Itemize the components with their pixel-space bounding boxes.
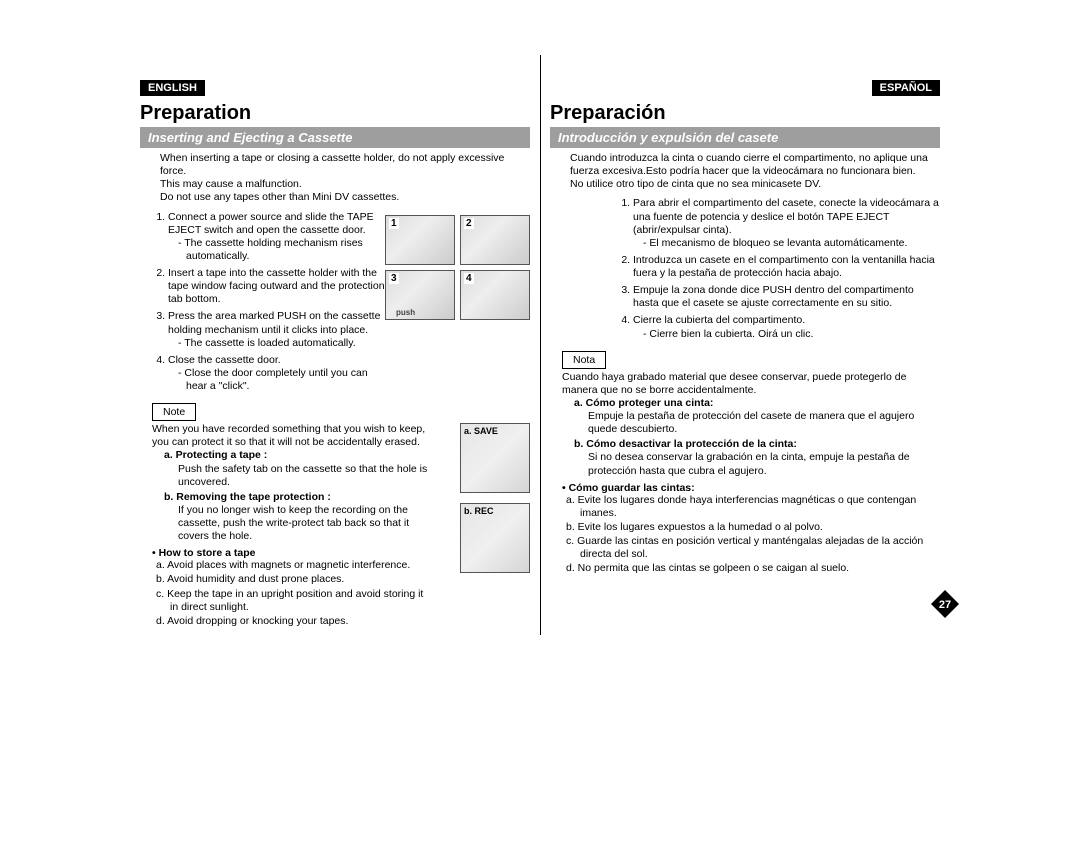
page-number-text: 27 (939, 599, 951, 611)
note-box-right: Nota (562, 351, 606, 369)
figure-1: 1 (385, 215, 455, 265)
intro-line: When inserting a tape or closing a casse… (160, 152, 530, 178)
figure-3: 3 push (385, 270, 455, 320)
figure-caption: b. REC (464, 506, 494, 516)
item-text: Push the safety tab on the cassette so t… (164, 463, 433, 489)
title-right: Preparación (550, 102, 940, 125)
section-bar-right: Introducción y expulsión del casete (550, 127, 940, 148)
item-text: Si no desea conservar la grabación en la… (574, 451, 940, 477)
step-text: Insert a tape into the cassette holder w… (168, 267, 385, 305)
list-item: a. Protecting a tape : Push the safety t… (164, 449, 433, 488)
store-item: d. No permita que las cintas se golpeen … (562, 562, 940, 575)
step-item: Insert a tape into the cassette holder w… (168, 267, 386, 306)
figure-label: 2 (464, 218, 474, 229)
note-intro-left: When you have recorded something that yo… (152, 423, 433, 449)
step-sub: - Cierre bien la cubierta. Oirá un clic. (641, 328, 940, 341)
figure-label: 1 (389, 218, 399, 229)
step-text: Press the area marked PUSH on the casset… (168, 310, 380, 335)
item-text: If you no longer wish to keep the record… (164, 504, 433, 543)
step-text: Introduzca un casete en el compartimento… (633, 254, 935, 279)
note-intro-right: Cuando haya grabado material que desee c… (562, 371, 940, 397)
list-item: b. Cómo desactivar la protección de la c… (574, 438, 940, 477)
store-item: a. Avoid places with magnets or magnetic… (152, 559, 433, 572)
step-sub: - The cassette holding mechanism rises a… (176, 237, 386, 263)
item-text: Empuje la pestaña de protección del case… (574, 410, 940, 436)
store-item: b. Evite los lugares expuestos a la hume… (562, 521, 940, 534)
step-item: Introduzca un casete en el compartimento… (633, 254, 940, 280)
store-item: c. Keep the tape in an upright position … (152, 588, 433, 614)
page-number-badge: 27 (930, 589, 960, 619)
step-text: Cierre la cubierta del compartimento. (633, 314, 805, 326)
item-label: a. Cómo proteger una cinta: (574, 397, 713, 409)
step-item: Empuje la zona donde dice PUSH dentro de… (633, 284, 940, 310)
store-item: b. Avoid humidity and dust prone places. (152, 573, 433, 586)
title-left: Preparation (140, 102, 530, 125)
step-item: Connect a power source and slide the TAP… (168, 211, 386, 264)
lang-badge-spanish: ESPAÑOL (872, 80, 940, 96)
intro-right: Cuando introduzca la cinta o cuando cier… (570, 152, 940, 191)
step-sub: - Close the door completely until you ca… (176, 367, 386, 393)
item-label: b. Removing the tape protection : (164, 491, 331, 503)
list-item: a. Cómo proteger una cinta: Empuje la pe… (574, 397, 940, 436)
item-label: b. Cómo desactivar la protección de la c… (574, 438, 797, 450)
store-list-left: a. Avoid places with magnets or magnetic… (152, 559, 433, 628)
figure-label: 4 (464, 273, 474, 284)
step-text: Para abrir el compartimento del casete, … (633, 197, 939, 235)
steps-right: Para abrir el compartimento del casete, … (605, 197, 940, 340)
intro-left: When inserting a tape or closing a casse… (160, 152, 530, 205)
figure-2: 2 (460, 215, 530, 265)
manual-page: ENGLISH Preparation Inserting and Ejecti… (130, 80, 950, 629)
note-box-left: Note (152, 403, 196, 421)
figure-rec: b. REC (460, 503, 530, 573)
step-text: Close the cassette door. (168, 354, 281, 366)
right-column: ESPAÑOL Preparación Introducción y expul… (540, 80, 950, 629)
section-bar-left: Inserting and Ejecting a Cassette (140, 127, 530, 148)
store-item: a. Evite los lugares donde haya interfer… (562, 494, 940, 520)
push-label: push (396, 308, 415, 317)
figure-caption: a. SAVE (464, 426, 498, 436)
intro-line: This may cause a malfunction. (160, 178, 530, 191)
protection-list-right: a. Cómo proteger una cinta: Empuje la pe… (550, 397, 940, 478)
step-item: Close the cassette door. - Close the doo… (168, 354, 386, 393)
protection-list: a. Protecting a tape : Push the safety t… (140, 449, 433, 543)
step-item: Press the area marked PUSH on the casset… (168, 310, 386, 349)
figure-label: 3 (389, 273, 399, 284)
step-item: Para abrir el compartimento del casete, … (633, 197, 940, 250)
item-label: a. Protecting a tape : (164, 449, 267, 461)
figure-4: 4 (460, 270, 530, 320)
store-item: d. Avoid dropping or knocking your tapes… (152, 615, 433, 628)
figure-save: a. SAVE (460, 423, 530, 493)
store-list-right: a. Evite los lugares donde haya interfer… (562, 494, 940, 576)
intro-line: Do not use any tapes other than Mini DV … (160, 191, 530, 204)
left-column: ENGLISH Preparation Inserting and Ejecti… (130, 80, 540, 629)
steps-left: Connect a power source and slide the TAP… (140, 211, 386, 394)
step-text: Connect a power source and slide the TAP… (168, 211, 374, 236)
store-head-right: • Cómo guardar las cintas: (562, 482, 940, 494)
lang-badge-english: ENGLISH (140, 80, 205, 96)
list-item: b. Removing the tape protection : If you… (164, 491, 433, 544)
intro-line: No utilice otro tipo de cinta que no sea… (570, 178, 940, 191)
step-sub: - El mecanismo de bloqueo se levanta aut… (641, 237, 940, 250)
intro-line: Cuando introduzca la cinta o cuando cier… (570, 152, 940, 178)
step-text: Empuje la zona donde dice PUSH dentro de… (633, 284, 914, 309)
store-head-left: • How to store a tape (152, 547, 433, 559)
store-item: c. Guarde las cintas en posición vertica… (562, 535, 940, 561)
step-item: Cierre la cubierta del compartimento. - … (633, 314, 940, 340)
step-sub: - The cassette is loaded automatically. (176, 337, 386, 350)
